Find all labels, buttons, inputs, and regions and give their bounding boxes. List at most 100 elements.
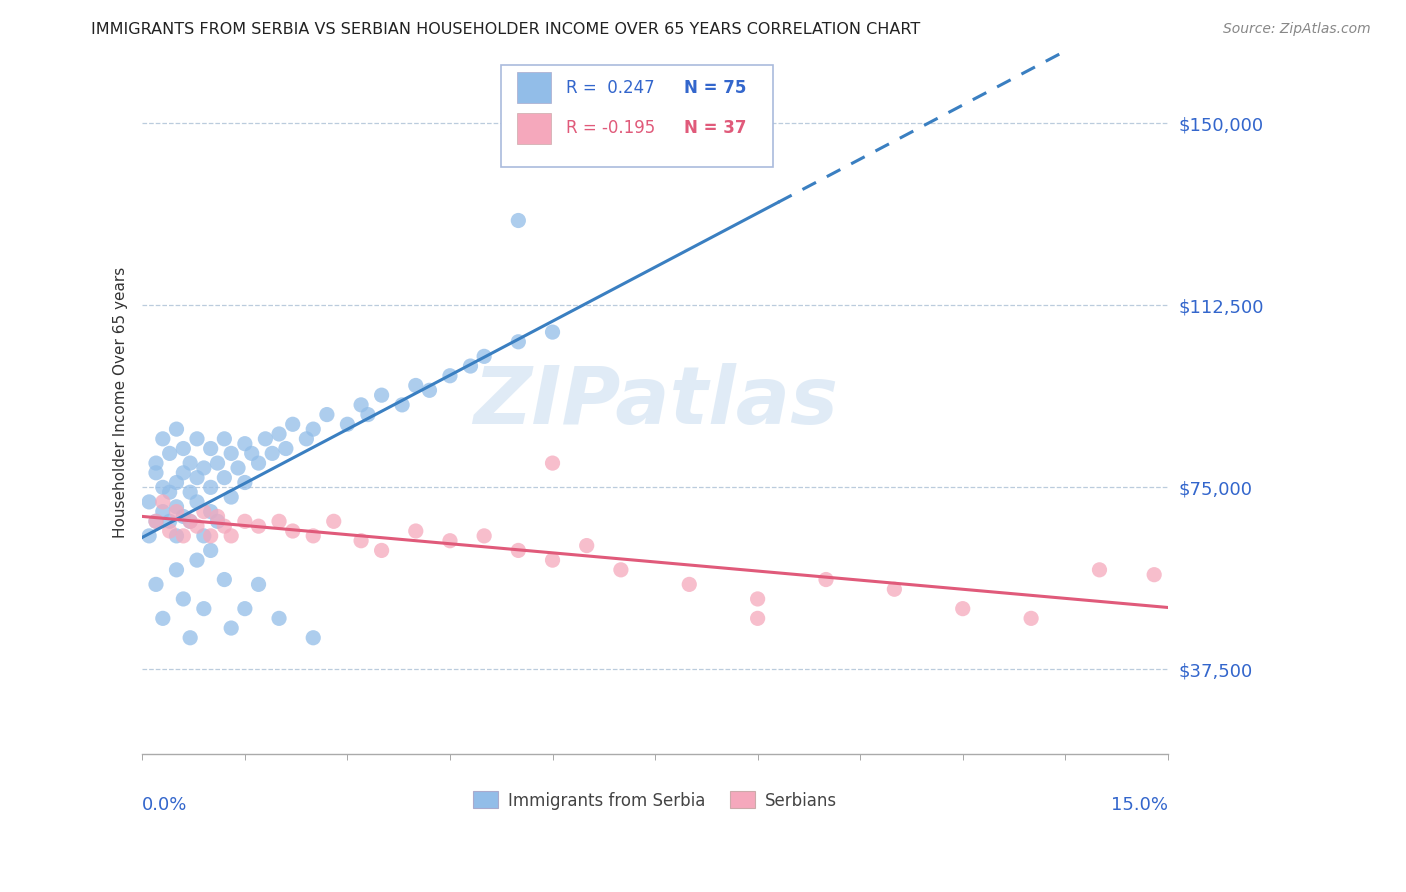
Point [472,529,495,543]
Point [405,378,427,392]
Point [166,475,188,490]
Point [747,611,769,625]
Text: 15.0%: 15.0% [1111,797,1168,814]
Point [186,553,208,567]
Text: R = -0.195: R = -0.195 [565,119,655,137]
Point [247,519,270,533]
FancyBboxPatch shape [502,65,773,167]
Point [541,456,564,470]
Point [166,500,188,514]
Point [200,505,222,519]
Point [172,591,194,606]
Point [541,553,564,567]
Point [179,631,201,645]
Point [322,514,344,528]
Point [370,543,392,558]
Point [302,422,325,436]
Point [350,533,373,548]
Point [472,349,495,363]
Point [152,611,174,625]
Point [166,422,188,436]
Point [193,461,215,475]
Point [145,514,167,528]
Point [145,456,167,470]
Point [508,334,530,349]
Point [145,577,167,591]
Text: N = 75: N = 75 [683,79,747,97]
Point [541,325,564,339]
Point [247,577,270,591]
Point [814,573,837,587]
Point [200,442,222,456]
Point [138,529,160,543]
Point [219,621,242,635]
Point [214,573,236,587]
Point [200,529,222,543]
Point [159,485,181,500]
Point [207,456,229,470]
Point [350,398,373,412]
Legend: Immigrants from Serbia, Serbians: Immigrants from Serbia, Serbians [467,785,844,816]
Point [152,480,174,494]
Point [281,524,304,538]
Point [219,446,242,460]
Point [145,466,167,480]
Point [233,436,256,450]
Point [267,611,290,625]
Point [1088,563,1111,577]
Point [166,563,188,577]
Point [166,529,188,543]
Point [166,505,188,519]
Text: ZIPatlas: ZIPatlas [472,363,838,442]
Point [316,408,339,422]
Point [233,514,256,528]
Point [240,446,263,460]
Text: IMMIGRANTS FROM SERBIA VS SERBIAN HOUSEHOLDER INCOME OVER 65 YEARS CORRELATION C: IMMIGRANTS FROM SERBIA VS SERBIAN HOUSEH… [91,22,921,37]
FancyBboxPatch shape [516,112,551,144]
Point [172,442,194,456]
Point [267,514,290,528]
Point [186,470,208,484]
Point [207,514,229,528]
Point [952,601,974,615]
Point [179,514,201,528]
Point [179,485,201,500]
Point [193,601,215,615]
Text: Source: ZipAtlas.com: Source: ZipAtlas.com [1223,22,1371,37]
Point [214,519,236,533]
Text: 0.0%: 0.0% [142,797,187,814]
Point [439,533,461,548]
Point [179,456,201,470]
Point [152,495,174,509]
Point [302,529,325,543]
Point [186,432,208,446]
Point [172,529,194,543]
Point [747,591,769,606]
Point [281,417,304,432]
Text: N = 37: N = 37 [683,119,747,137]
Point [508,543,530,558]
Point [159,524,181,538]
Point [159,514,181,528]
Point [370,388,392,402]
Point [274,442,297,456]
Point [138,495,160,509]
Point [262,446,284,460]
Point [186,495,208,509]
Point [152,505,174,519]
Point [179,514,201,528]
Point [233,475,256,490]
Point [391,398,413,412]
Point [405,524,427,538]
Point [219,490,242,504]
Point [233,601,256,615]
Point [1143,567,1166,582]
Point [254,432,277,446]
Point [439,368,461,383]
Y-axis label: Householder Income Over 65 years: Householder Income Over 65 years [114,267,128,538]
Point [214,432,236,446]
Point [357,408,380,422]
Point [172,466,194,480]
Point [295,432,318,446]
Text: R =  0.247: R = 0.247 [565,79,654,97]
